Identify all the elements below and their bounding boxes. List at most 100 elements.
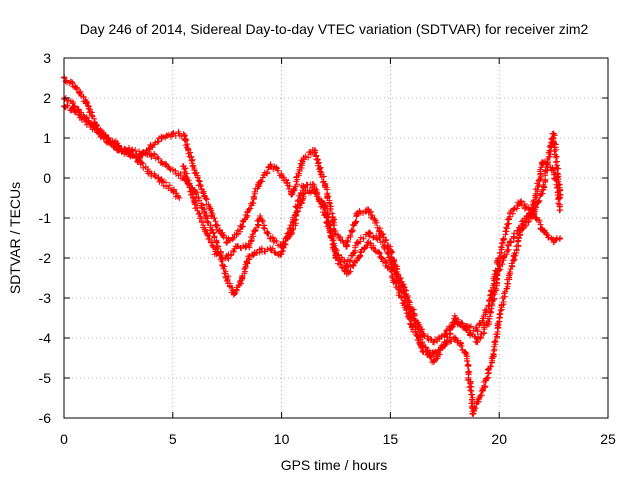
x-tick-label: 10 [274,431,290,447]
data-point [398,295,405,301]
data-point [82,99,89,105]
data-point [278,243,285,249]
data-point [202,211,209,217]
data-point [235,231,242,237]
data-point [278,251,285,257]
y-tick-label: -1 [39,210,52,226]
y-tick-label: -2 [39,250,52,266]
x-tick-label: 25 [600,431,616,447]
data-point [365,231,372,237]
y-tick-label: -6 [39,410,52,426]
data-point [463,351,470,357]
data-point [452,335,459,341]
data-point [322,183,329,189]
data-point [71,83,78,89]
data-point [126,147,133,153]
data-point [409,323,416,329]
data-point [158,135,165,141]
data-point [245,255,252,261]
data-point [365,207,372,213]
data-point [420,347,427,353]
data-point [82,119,89,125]
x-axis-label: GPS time / hours [281,457,388,473]
data-point [507,211,514,217]
y-tick-label: -4 [39,330,52,346]
data-point [224,255,231,261]
data-point [470,411,477,417]
data-point [517,199,524,205]
data-point [202,195,209,201]
data-point [485,319,492,325]
data-point [354,255,361,261]
data-point [230,291,237,297]
x-tick-label: 15 [383,431,399,447]
data-point [137,159,144,165]
data-point [528,207,535,213]
data-point [480,383,487,389]
data-point [343,243,350,249]
data-point [278,171,285,177]
data-point [256,179,263,185]
data-point [137,151,144,157]
data-point [333,255,339,261]
data-point [507,271,514,277]
data-point [496,315,503,321]
data-point [176,195,183,201]
data-point [148,171,155,177]
data-point [202,227,209,233]
data-point [387,267,394,273]
data-point [550,239,557,245]
data-point [557,195,564,201]
data-point [546,151,553,157]
y-tick-label: -5 [39,370,52,386]
data-point [235,243,242,249]
data-point [452,315,459,321]
data-point [71,107,78,113]
data-point [180,163,187,169]
data-point [104,139,111,145]
data-point [213,223,220,229]
data-point [474,339,481,345]
series-track-c [61,102,564,417]
data-point [267,235,274,241]
data-point [557,207,564,213]
y-tick-label: 0 [43,170,51,186]
data-point [115,147,122,153]
data-point [517,223,524,229]
x-tick-labels: 0 5 10 15 20 25 [60,431,616,447]
data-point [430,351,437,357]
data-point [245,243,252,249]
data-point [365,239,372,245]
y-axis-label: SDTVAR / TECUs [7,182,23,294]
data-point [191,199,198,205]
data-point [430,359,437,365]
data-point [267,247,274,253]
data-point [300,155,307,161]
data-point [213,251,220,257]
data-point [267,163,274,169]
data-point [289,227,296,233]
data-point [322,203,329,209]
data-point [191,187,198,193]
data-point [191,167,198,173]
data-point [557,235,564,241]
data-point [180,131,187,137]
data-point [169,167,176,173]
data-point [343,263,350,269]
data-point [256,247,263,253]
data-point [245,207,252,213]
data-point [539,159,546,165]
x-tick-label: 5 [169,431,177,447]
data-point [354,239,361,245]
data-point [539,187,546,193]
x-tick-label: 0 [60,431,68,447]
data-point [158,179,165,185]
data-point [507,239,514,245]
data-point [300,191,307,197]
y-tick-label: 3 [43,50,51,66]
x-tick-label: 20 [491,431,507,447]
data-point [387,255,394,261]
y-tick-label: 2 [43,90,51,106]
